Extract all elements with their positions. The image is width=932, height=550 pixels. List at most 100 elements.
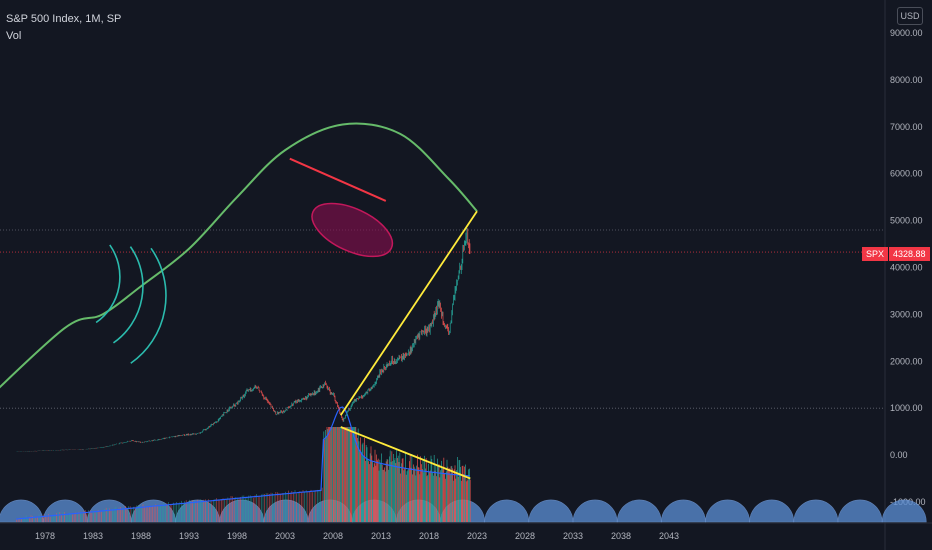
volume-bar: [291, 491, 293, 522]
currency-button[interactable]: USD: [897, 7, 923, 25]
volume-bar: [85, 510, 86, 522]
volume-bar: [326, 427, 328, 522]
volume-bar: [354, 427, 356, 522]
volume-bar: [469, 479, 471, 522]
volume-bar: [62, 512, 64, 522]
volume-bar: [222, 498, 224, 522]
volume-bar: [272, 493, 273, 522]
volume-bar: [346, 427, 348, 522]
volume-bar: [137, 505, 139, 522]
volume-bar: [337, 427, 339, 522]
volume-bar: [457, 476, 459, 522]
volume-bar: [333, 427, 335, 522]
volume-bar: [158, 506, 160, 522]
volume-bar: [88, 510, 89, 522]
cycle-semicircle: [881, 499, 927, 523]
volume-bar: [125, 506, 126, 522]
volume-bar: [53, 516, 54, 522]
volume-bar: [211, 501, 213, 522]
volume-bar: [369, 453, 371, 522]
volume-bar: [449, 468, 450, 522]
volume-bar: [449, 474, 451, 522]
volume-bar: [33, 516, 35, 522]
x-tick-label: 2003: [275, 531, 295, 541]
x-tick-label: 1988: [131, 531, 151, 541]
volume-bar: [35, 517, 37, 522]
volume-bar: [57, 512, 59, 522]
x-tick-label: 1978: [35, 531, 55, 541]
volume-bar: [465, 464, 466, 522]
teal-arc-drawing: [130, 247, 167, 364]
volume-bar: [407, 470, 409, 522]
volume-bar: [457, 456, 458, 522]
volume-bar: [27, 517, 29, 522]
volume-bar: [336, 427, 337, 522]
volume-bar: [388, 469, 389, 522]
x-tick-label: 2033: [563, 531, 583, 541]
volume-bar: [386, 459, 388, 522]
volume-bar: [182, 502, 184, 522]
volume-bar: [286, 494, 288, 522]
volume-bar: [46, 517, 48, 522]
volume-bar: [365, 444, 367, 522]
volume-bar: [364, 437, 365, 522]
volume-bar: [435, 465, 437, 522]
volume-bar: [285, 491, 286, 522]
volume-bar: [432, 471, 433, 522]
volume-bar: [373, 467, 374, 522]
volume-bar: [277, 492, 278, 522]
volume-bar: [325, 429, 326, 522]
volume-bar: [357, 437, 358, 522]
volume-bar: [385, 461, 387, 522]
volume-bar: [350, 427, 352, 522]
volume-bar: [468, 469, 469, 522]
volume-bar: [318, 490, 320, 522]
volume-bar: [283, 493, 285, 522]
volume-bar: [294, 490, 296, 522]
volume-bar: [454, 465, 456, 522]
yellow-trendline-upper: [339, 210, 478, 416]
green-curve-drawing: [0, 122, 478, 389]
volume-bar: [355, 427, 357, 522]
cycle-semicircle: [793, 499, 839, 523]
volume-bar: [431, 459, 433, 522]
volume-bar: [442, 468, 444, 522]
volume-bar: [22, 518, 24, 522]
volume-bar: [333, 427, 334, 522]
volume-bar: [99, 511, 101, 522]
volume-bar: [145, 506, 147, 522]
volume-bar: [342, 427, 344, 522]
volume-bar: [401, 458, 403, 522]
volume-bar: [360, 437, 361, 522]
volume-bar: [216, 498, 217, 522]
volume-bar: [371, 455, 373, 522]
volume-bar: [439, 477, 441, 522]
volume-bar: [217, 499, 219, 522]
volume-bar: [238, 498, 240, 522]
volume-bar: [397, 455, 399, 522]
volume-bar: [401, 463, 402, 522]
volume-bar: [453, 480, 454, 522]
volume-bar: [304, 492, 305, 522]
volume-bar: [344, 427, 345, 522]
x-tick-label: 1983: [83, 531, 103, 541]
volume-bar: [329, 427, 330, 522]
volume-bar: [149, 506, 150, 522]
volume-bar: [185, 500, 187, 522]
y-tick-label: 8000.00: [890, 75, 923, 85]
volume-bar: [462, 465, 464, 522]
volume-bar: [264, 493, 265, 522]
volume-bar: [417, 454, 418, 522]
volume-indicator-label[interactable]: Vol: [6, 30, 22, 42]
volume-bar: [328, 427, 329, 522]
volume-bar: [96, 511, 97, 522]
volume-bar: [302, 490, 304, 522]
volume-bar: [267, 493, 269, 522]
volume-bar: [351, 427, 353, 522]
cycle-semicircle: [572, 499, 618, 523]
volume-bar: [341, 427, 343, 522]
volume-bar: [465, 481, 467, 522]
volume-bar: [305, 490, 307, 522]
volume-bar: [393, 460, 395, 522]
